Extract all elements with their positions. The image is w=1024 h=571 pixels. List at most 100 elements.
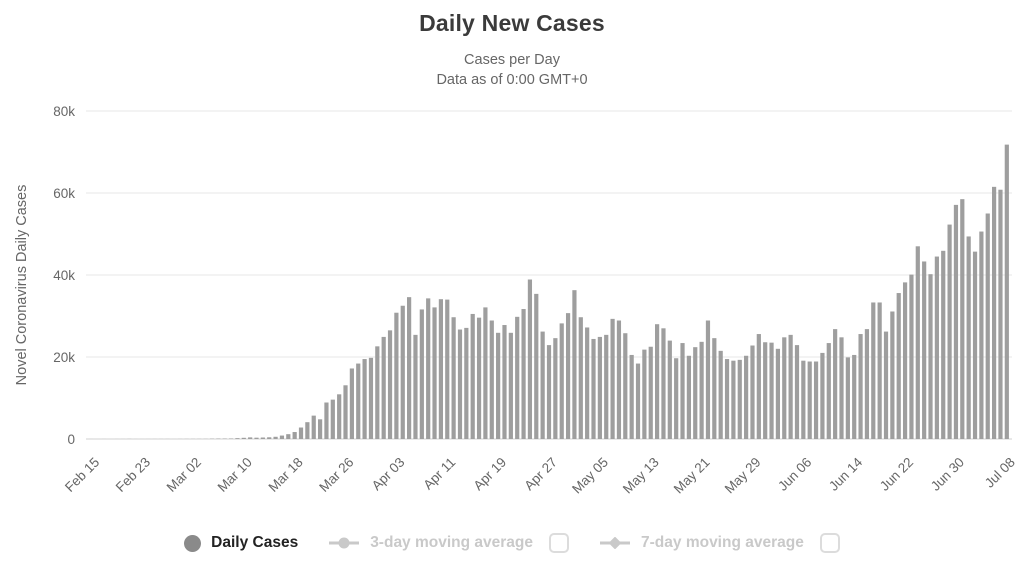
- daily-cases-bar[interactable]: [508, 332, 513, 439]
- daily-cases-bar[interactable]: [604, 334, 609, 439]
- daily-cases-bar[interactable]: [305, 422, 310, 439]
- daily-cases-bar[interactable]: [769, 342, 774, 439]
- daily-cases-bar[interactable]: [756, 334, 761, 439]
- daily-cases-bar[interactable]: [699, 341, 704, 439]
- daily-cases-bar[interactable]: [502, 325, 507, 439]
- daily-cases-bar[interactable]: [635, 363, 641, 439]
- daily-cases-bar[interactable]: [858, 334, 863, 439]
- daily-cases-bar[interactable]: [813, 361, 819, 439]
- daily-cases-bar[interactable]: [890, 311, 895, 439]
- daily-cases-bar[interactable]: [686, 355, 691, 439]
- daily-cases-bar[interactable]: [648, 346, 653, 439]
- daily-cases-bar[interactable]: [445, 299, 450, 439]
- daily-cases-bar[interactable]: [826, 343, 831, 439]
- daily-cases-bar[interactable]: [724, 359, 730, 439]
- daily-cases-bar[interactable]: [362, 359, 367, 439]
- daily-cases-bar[interactable]: [712, 338, 717, 439]
- daily-cases-bar[interactable]: [559, 323, 564, 439]
- daily-cases-bar[interactable]: [381, 336, 386, 439]
- daily-cases-bar[interactable]: [248, 437, 253, 439]
- daily-cases-bar[interactable]: [387, 330, 393, 439]
- daily-cases-bar[interactable]: [737, 359, 742, 439]
- daily-cases-bar[interactable]: [928, 274, 933, 439]
- daily-cases-bar[interactable]: [731, 360, 736, 439]
- daily-cases-bar[interactable]: [356, 363, 361, 439]
- daily-cases-bar[interactable]: [782, 337, 787, 439]
- daily-cases-bar[interactable]: [565, 313, 571, 439]
- daily-cases-bar[interactable]: [476, 317, 482, 439]
- daily-cases-bar[interactable]: [597, 336, 602, 439]
- daily-cases-bar[interactable]: [763, 342, 768, 439]
- daily-cases-bar[interactable]: [540, 331, 545, 439]
- daily-cases-bar[interactable]: [368, 357, 374, 439]
- daily-cases-bar[interactable]: [527, 279, 533, 439]
- daily-cases-bar[interactable]: [349, 368, 354, 439]
- daily-cases-bar[interactable]: [883, 331, 889, 439]
- daily-cases-bar[interactable]: [394, 312, 399, 439]
- daily-cases-bar[interactable]: [432, 307, 437, 439]
- daily-cases-bar[interactable]: [839, 337, 844, 439]
- daily-cases-bar[interactable]: [705, 320, 711, 439]
- daily-cases-bar[interactable]: [953, 204, 959, 439]
- legend-item-daily-cases[interactable]: Daily Cases: [184, 534, 298, 552]
- daily-cases-bar[interactable]: [457, 329, 463, 439]
- daily-cases-bar[interactable]: [324, 402, 329, 439]
- 7day-avg-checkbox[interactable]: [819, 533, 840, 553]
- daily-cases-bar[interactable]: [979, 231, 984, 439]
- daily-cases-bar[interactable]: [693, 347, 698, 439]
- daily-cases-bar[interactable]: [972, 251, 978, 439]
- daily-cases-bar[interactable]: [330, 399, 335, 439]
- daily-cases-bar[interactable]: [1004, 144, 1009, 439]
- daily-cases-bar[interactable]: [655, 324, 660, 439]
- daily-cases-bar[interactable]: [400, 305, 405, 439]
- daily-cases-bar[interactable]: [960, 199, 965, 439]
- daily-cases-bar[interactable]: [375, 346, 380, 439]
- daily-cases-bar[interactable]: [286, 434, 291, 439]
- daily-cases-bar[interactable]: [470, 313, 475, 439]
- daily-cases-bar[interactable]: [241, 437, 246, 439]
- daily-cases-bar[interactable]: [317, 419, 323, 439]
- daily-cases-bar[interactable]: [616, 320, 622, 439]
- daily-cases-bar[interactable]: [496, 332, 501, 439]
- daily-cases-bar[interactable]: [744, 355, 749, 439]
- daily-cases-bar[interactable]: [877, 302, 882, 439]
- daily-cases-bar[interactable]: [992, 186, 997, 439]
- daily-cases-bar[interactable]: [941, 250, 946, 439]
- daily-cases-bar[interactable]: [966, 236, 971, 439]
- daily-cases-bar[interactable]: [629, 354, 634, 439]
- daily-cases-bar[interactable]: [413, 334, 418, 439]
- legend-item-3day-avg[interactable]: 3-day moving average: [328, 533, 570, 553]
- daily-cases-bar[interactable]: [534, 293, 539, 439]
- daily-cases-bar[interactable]: [718, 350, 723, 439]
- daily-cases-bar[interactable]: [794, 345, 800, 439]
- daily-cases-bar[interactable]: [279, 435, 285, 439]
- daily-cases-bar[interactable]: [451, 317, 456, 439]
- daily-cases-bar[interactable]: [610, 318, 615, 439]
- daily-cases-bar[interactable]: [922, 261, 927, 439]
- daily-cases-bar[interactable]: [267, 437, 272, 439]
- daily-cases-bar[interactable]: [852, 354, 857, 439]
- daily-cases-bar[interactable]: [489, 320, 494, 439]
- daily-cases-bar[interactable]: [934, 256, 939, 439]
- daily-cases-bar[interactable]: [337, 394, 342, 439]
- daily-cases-bar[interactable]: [273, 436, 278, 439]
- daily-cases-bar[interactable]: [915, 246, 920, 439]
- daily-cases-bar[interactable]: [864, 329, 870, 439]
- daily-cases-bar[interactable]: [909, 274, 914, 439]
- daily-cases-bar[interactable]: [591, 338, 596, 439]
- daily-cases-bar[interactable]: [661, 328, 666, 439]
- daily-cases-bar[interactable]: [985, 213, 990, 440]
- daily-cases-bar[interactable]: [311, 415, 316, 439]
- daily-cases-bar[interactable]: [642, 349, 647, 439]
- daily-cases-bar[interactable]: [807, 361, 812, 439]
- daily-cases-bar[interactable]: [515, 316, 520, 439]
- daily-cases-bar[interactable]: [343, 385, 348, 439]
- daily-cases-bar[interactable]: [820, 352, 825, 439]
- daily-cases-bar[interactable]: [572, 290, 577, 439]
- 3day-avg-checkbox[interactable]: [549, 533, 570, 553]
- daily-cases-bar[interactable]: [235, 438, 240, 439]
- daily-cases-bar[interactable]: [833, 329, 838, 439]
- daily-cases-bar[interactable]: [254, 437, 259, 439]
- daily-cases-bar[interactable]: [546, 345, 552, 439]
- daily-cases-bar[interactable]: [947, 224, 952, 439]
